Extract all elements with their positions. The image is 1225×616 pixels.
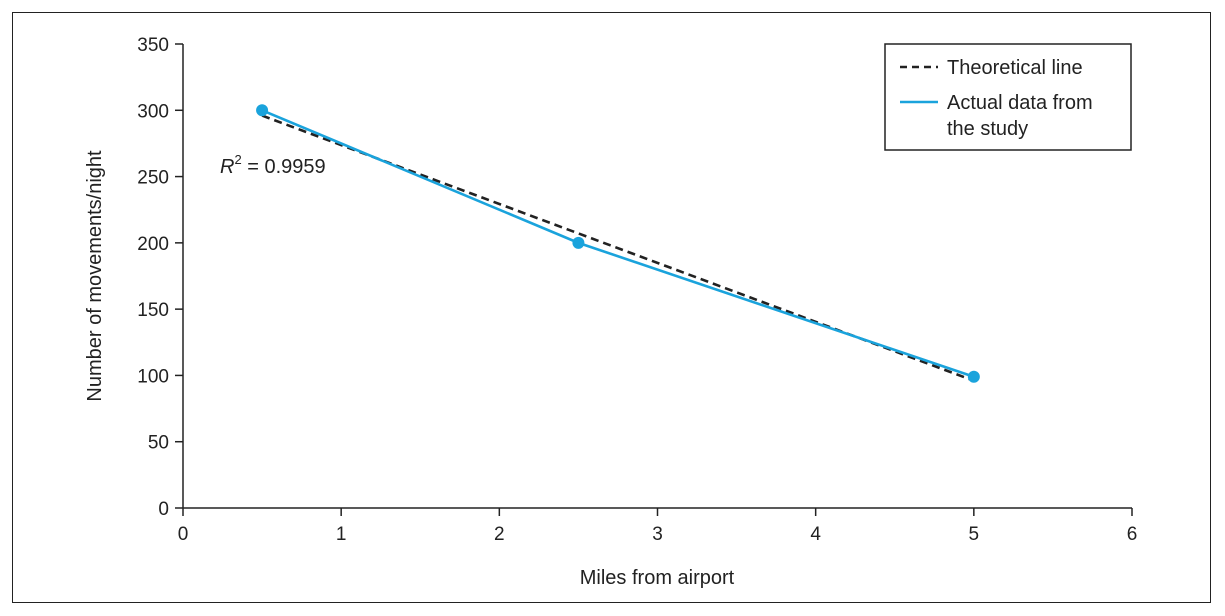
y-axis-title: Number of movements/night bbox=[84, 150, 106, 402]
legend-label-actual-line2: the study bbox=[947, 118, 1028, 140]
y-tick-label: 300 bbox=[137, 101, 169, 122]
series-layer bbox=[256, 104, 980, 383]
y-tick-label: 50 bbox=[148, 433, 169, 454]
y-tick-label: 350 bbox=[137, 35, 169, 56]
y-tick-label: 150 bbox=[137, 300, 169, 321]
x-tick-label: 3 bbox=[652, 524, 663, 545]
x-tick-label: 0 bbox=[178, 524, 189, 545]
data-point bbox=[256, 104, 269, 117]
x-tick-label: 2 bbox=[494, 524, 505, 545]
x-tick-label: 6 bbox=[1127, 524, 1138, 545]
x-tick-label: 1 bbox=[336, 524, 347, 545]
legend-box bbox=[884, 43, 1132, 151]
series-theoretical-line bbox=[261, 114, 975, 382]
y-ticks: 0 50 100 150 200 250 300 350 bbox=[137, 35, 183, 520]
legend: Theoretical line Actual data from the st… bbox=[884, 43, 1132, 151]
data-point bbox=[967, 370, 980, 383]
x-ticks: 0 1 2 3 4 5 6 bbox=[178, 508, 1138, 545]
r-squared-annotation: R2 = 0.9959 bbox=[220, 152, 326, 178]
y-tick-label: 100 bbox=[137, 366, 169, 387]
legend-label-theoretical: Theoretical line bbox=[947, 57, 1083, 79]
x-axis-title: Miles from airport bbox=[580, 567, 735, 589]
y-tick-label: 200 bbox=[137, 234, 169, 255]
data-point bbox=[572, 236, 585, 249]
r-exponent: 2 bbox=[234, 152, 241, 167]
legend-label-actual-line1: Actual data from bbox=[947, 92, 1093, 114]
y-tick-label: 250 bbox=[137, 168, 169, 189]
r-symbol: R bbox=[220, 156, 234, 178]
y-tick-label: 0 bbox=[158, 499, 169, 520]
x-tick-label: 4 bbox=[810, 524, 821, 545]
series-actual-line bbox=[261, 109, 975, 378]
x-tick-label: 5 bbox=[969, 524, 980, 545]
r-value: = 0.9959 bbox=[242, 156, 326, 178]
